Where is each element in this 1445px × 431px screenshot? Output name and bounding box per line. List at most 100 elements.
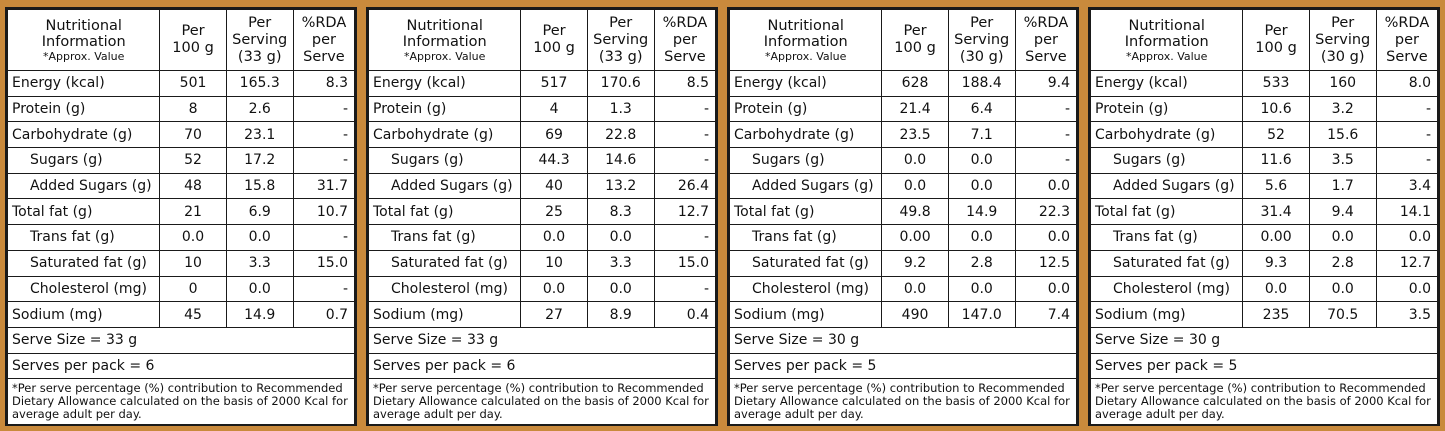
value-rda: -: [653, 121, 717, 149]
value-rda: 0.0: [1014, 275, 1078, 303]
header-info-line1: Nutritional: [767, 17, 844, 34]
header-row: Nutritional Information *Approx. Value Per 1…: [1089, 9, 1439, 71]
header-per-serving: Per Serving (33 g): [586, 9, 655, 71]
value-per-100g: 0.0: [1242, 275, 1310, 303]
nutrient-label: Trans fat (g): [728, 224, 883, 251]
header-info-line1: Nutritional: [1128, 17, 1205, 34]
value-per-serving: 13.2: [586, 172, 655, 200]
value-per-serving: 1.7: [1308, 172, 1377, 200]
header-per100-line2: 100 g: [1255, 40, 1297, 56]
value-per-100g: 628: [881, 70, 949, 97]
header-rda-line2: per: [672, 31, 697, 48]
table-row: Sodium (mg) 45 14.9 0.7: [6, 301, 356, 328]
nutrient-label: Added Sugars (g): [367, 172, 522, 200]
value-per-100g: 69: [520, 121, 588, 149]
value-rda: 0.7: [292, 301, 356, 328]
nutrient-label: Sugars (g): [728, 147, 883, 174]
value-per-100g: 52: [1242, 121, 1310, 149]
header-rda-line1: %RDA: [301, 14, 347, 31]
value-per-100g: 25: [520, 198, 588, 226]
header-rda-line1: %RDA: [1384, 14, 1430, 31]
header-per-100g: Per 100 g: [520, 9, 588, 71]
value-rda: -: [653, 147, 717, 174]
value-rda: -: [653, 275, 717, 303]
value-per-serving: 0.0: [947, 172, 1016, 200]
nutrition-table: Nutritional Information *Approx. Value Per 1…: [728, 9, 1078, 426]
header-rda-line3: Serve: [1025, 48, 1067, 65]
footnote-row: *Per serve percentage (%) contribution t…: [1090, 378, 1438, 426]
header-per100-line2: 100 g: [533, 40, 575, 56]
serve-size-row: Serve Size = 33 g: [368, 326, 716, 354]
value-per-100g: 21: [159, 198, 227, 226]
table-row: Trans fat (g) 0.00 0.0 0.0: [1089, 224, 1439, 251]
value-per-100g: 49.8: [881, 198, 949, 226]
nutrient-label: Sugars (g): [6, 147, 161, 174]
table-row: Saturated fat (g) 10 3.3 15.0: [6, 249, 356, 277]
value-per-serving: 0.0: [586, 275, 655, 303]
nutrient-label: Sodium (mg): [6, 301, 161, 328]
table-row: Cholesterol (mg) 0.0 0.0-: [367, 275, 717, 303]
rda-footnote: *Per serve percentage (%) contribution t…: [7, 378, 355, 426]
value-rda: 7.4: [1014, 301, 1078, 328]
nutrition-panel-2: Nutritional Information *Approx. Value Per 1…: [366, 7, 718, 426]
value-rda: 15.0: [292, 249, 356, 277]
serves-per-pack-row: Serves per pack = 5: [729, 352, 1077, 380]
value-rda: 10.7: [292, 198, 356, 226]
header-nutritional-information: Nutritional Information *Approx. Value: [728, 9, 883, 71]
serve-size: Serve Size = 30 g: [1090, 326, 1438, 354]
nutrient-label: Protein (g): [6, 95, 161, 123]
header-info-line2: Information: [402, 33, 487, 50]
nutrient-label: Protein (g): [728, 95, 883, 123]
value-per-serving: 160: [1308, 70, 1377, 97]
nutrient-label: Saturated fat (g): [367, 249, 522, 277]
table-row: Energy (kcal) 533 160 8.0: [1089, 70, 1439, 97]
value-rda: 22.3: [1014, 198, 1078, 226]
value-per-serving: 9.4: [1308, 198, 1377, 226]
table-row: Total fat (g) 31.4 9.4 14.1: [1089, 198, 1439, 226]
value-rda: -: [1014, 95, 1078, 123]
table-row: Total fat (g) 25 8.3 12.7: [367, 198, 717, 226]
header-serving-line2: Serving: [232, 31, 288, 48]
rda-footnote: *Per serve percentage (%) contribution t…: [1090, 378, 1438, 426]
table-row: Energy (kcal) 501 165.3 8.3: [6, 70, 356, 97]
value-per-100g: 8: [159, 95, 227, 123]
nutrient-label: Added Sugars (g): [6, 172, 161, 200]
value-per-serving: 165.3: [225, 70, 294, 97]
table-row: Sugars (g) 0.0 0.0-: [728, 147, 1078, 174]
table-row: Cholesterol (mg) 0 0.0-: [6, 275, 356, 303]
nutrient-label: Cholesterol (mg): [728, 275, 883, 303]
nutrient-label: Protein (g): [1089, 95, 1244, 123]
rda-footnote: *Per serve percentage (%) contribution t…: [368, 378, 716, 426]
nutrient-label: Total fat (g): [1089, 198, 1244, 226]
value-per-100g: 48: [159, 172, 227, 200]
table-row: Total fat (g) 49.8 14.9 22.3: [728, 198, 1078, 226]
header-serving-line1: Per: [970, 14, 994, 31]
value-rda: 0.0: [1375, 224, 1439, 251]
table-row: Added Sugars (g) 48 15.8 31.7: [6, 172, 356, 200]
nutrient-label: Sugars (g): [367, 147, 522, 174]
header-serving-line1: Per: [248, 14, 272, 31]
value-per-serving: 3.5: [1308, 147, 1377, 174]
value-per-serving: 0.0: [225, 275, 294, 303]
table-row: Protein (g) 8 2.6-: [6, 95, 356, 123]
value-per-100g: 10.6: [1242, 95, 1310, 123]
serve-size-row: Serve Size = 33 g: [7, 326, 355, 354]
header-rda-line2: per: [1394, 31, 1419, 48]
value-per-100g: 235: [1242, 301, 1310, 328]
header-row: Nutritional Information *Approx. Value Per 1…: [367, 9, 717, 71]
value-per-100g: 40: [520, 172, 588, 200]
value-per-serving: 1.3: [586, 95, 655, 123]
nutrient-label: Cholesterol (mg): [6, 275, 161, 303]
value-per-serving: 0.0: [947, 275, 1016, 303]
header-serving-size: (33 g): [598, 48, 643, 65]
value-per-serving: 70.5: [1308, 301, 1377, 328]
table-row: Added Sugars (g) 0.0 0.0 0.0: [728, 172, 1078, 200]
header-serving-line2: Serving: [593, 31, 649, 48]
value-per-100g: 0.0: [881, 275, 949, 303]
header-info-sub: *Approx. Value: [404, 49, 486, 63]
table-row: Protein (g) 21.4 6.4-: [728, 95, 1078, 123]
nutrient-label: Trans fat (g): [367, 224, 522, 251]
nutrient-label: Trans fat (g): [6, 224, 161, 251]
header-rda-per-serve: %RDA per Serve: [1375, 9, 1439, 71]
